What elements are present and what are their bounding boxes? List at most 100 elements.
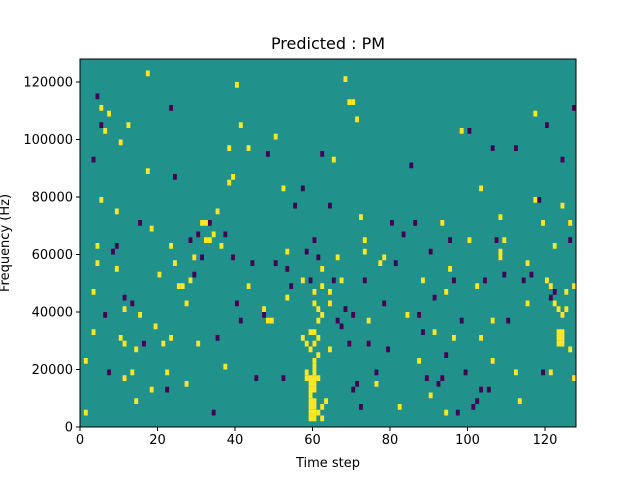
heatmap-cell-high: [343, 76, 348, 82]
heatmap-cell-high: [355, 116, 359, 123]
heatmap-cell-high: [227, 145, 232, 151]
heatmap-cell-high: [556, 329, 561, 335]
heatmap-cell-high: [308, 415, 313, 422]
heatmap-cell-low: [421, 329, 425, 335]
heatmap-cell-high: [308, 386, 313, 393]
heatmap-cell-high: [440, 220, 445, 226]
heatmap-cell-low: [386, 346, 390, 353]
heatmap-cell-low: [281, 375, 286, 381]
heatmap-cell-high: [118, 335, 123, 341]
heatmap-cell-low: [91, 156, 96, 163]
y-tick-label: 80000: [32, 191, 73, 206]
heatmap-cell-high: [207, 237, 212, 243]
heatmap-cell-high: [560, 202, 565, 209]
heatmap-cell-low: [572, 105, 576, 111]
heatmap-cell-high: [308, 346, 313, 353]
heatmap-cell-low: [273, 260, 278, 266]
x-tick-label: 80: [382, 433, 399, 448]
heatmap-cell-high: [304, 340, 309, 347]
heatmap-cell-high: [362, 248, 367, 255]
heatmap-cell-low: [436, 381, 441, 387]
y-axis: 0 20000 40000 60000 80000 100000 120000: [23, 76, 80, 436]
heatmap-cell-high: [459, 128, 464, 134]
heatmap-cell-low: [130, 300, 135, 307]
heatmap-cell-low: [238, 317, 243, 324]
heatmap-cell-high: [165, 369, 170, 376]
heatmap-cell-low: [467, 128, 472, 134]
heatmap-cell-high: [149, 386, 154, 393]
heatmap-cell-low: [122, 294, 127, 301]
heatmap-cell-high: [316, 409, 321, 416]
heatmap-cell-high: [312, 363, 317, 370]
heatmap-cell-high: [180, 283, 185, 289]
heatmap-cell-low: [207, 220, 212, 226]
heatmap-cell-low: [173, 174, 177, 180]
heatmap-cell-low: [521, 277, 526, 284]
heatmap-cell-high: [545, 277, 549, 284]
x-tick-label: 20: [149, 433, 166, 448]
heatmap-cell-low: [231, 254, 235, 261]
heatmap-cell-low: [215, 335, 220, 341]
heatmap-cell-low: [347, 340, 352, 347]
heatmap-cell-low: [514, 145, 518, 151]
heatmap-cell-high: [103, 128, 108, 134]
heatmap-cell-high: [568, 220, 573, 226]
heatmap-cell-low: [448, 237, 452, 243]
heatmap-cell-high: [308, 409, 313, 416]
heatmap-cell-low: [196, 231, 201, 238]
heatmap-cell-high: [572, 375, 576, 381]
y-tick-label: 120000: [23, 76, 73, 91]
heatmap-cell-high: [246, 145, 251, 151]
heatmap-cell-high: [382, 254, 387, 261]
heatmap-cell-high: [548, 283, 553, 289]
y-tick-label: 40000: [32, 306, 73, 321]
heatmap-cell-high: [161, 340, 166, 347]
heatmap-cell-low: [320, 151, 325, 157]
heatmap-cell-low: [235, 300, 239, 307]
heatmap-cell-high: [134, 398, 139, 404]
heatmap-cell-low: [541, 369, 545, 376]
heatmap-cell-high: [114, 208, 119, 215]
heatmap-cell-high: [122, 340, 127, 347]
heatmap-cell-high: [320, 283, 325, 289]
heatmap-cell-high: [312, 398, 317, 404]
x-tick-label: 100: [455, 433, 480, 448]
heatmap-cell-high: [266, 317, 270, 324]
heatmap-cell-high: [556, 335, 561, 341]
heatmap-cell-high: [304, 369, 309, 376]
heatmap-cell-high: [444, 409, 449, 416]
heatmap-cell-high: [145, 70, 150, 77]
heatmap-cell-high: [99, 197, 104, 203]
heatmap-cell-high: [490, 317, 495, 324]
heatmap-cell-high: [95, 243, 100, 249]
heatmap-cell-high: [312, 329, 317, 335]
heatmap-cell-high: [564, 289, 569, 295]
heatmap-cell-high: [308, 329, 313, 335]
heatmap-cell-high: [308, 404, 313, 410]
heatmap-cell-high: [312, 289, 317, 295]
heatmap-cell-high: [312, 381, 317, 387]
heatmap-cell-high: [525, 300, 530, 307]
heatmap-cell-low: [506, 317, 511, 324]
heatmap-cell-low: [424, 375, 429, 381]
heatmap-cell-low: [211, 409, 216, 416]
heatmap-cell-high: [269, 317, 274, 324]
heatmap-cell-high: [452, 335, 456, 341]
heatmap-cell-low: [266, 151, 270, 157]
heatmap-cell-low: [254, 375, 259, 381]
heatmap-cell-high: [560, 312, 565, 318]
heatmap-cell-high: [300, 277, 305, 284]
heatmap-cell-low: [99, 122, 104, 128]
heatmap-cell-high: [130, 369, 135, 376]
heatmap-cell-low: [192, 271, 197, 278]
heatmap-cell-low: [343, 306, 348, 312]
heatmap-cell-high: [273, 133, 278, 140]
heatmap-cell-high: [560, 329, 565, 335]
heatmap-cell-low: [483, 277, 487, 284]
heatmap-cell-high: [568, 346, 573, 353]
heatmap-cell-low: [366, 340, 371, 347]
heatmap-cell-high: [351, 99, 356, 105]
heatmap-cell-high: [227, 179, 232, 186]
heatmap-cell-high: [238, 122, 243, 128]
